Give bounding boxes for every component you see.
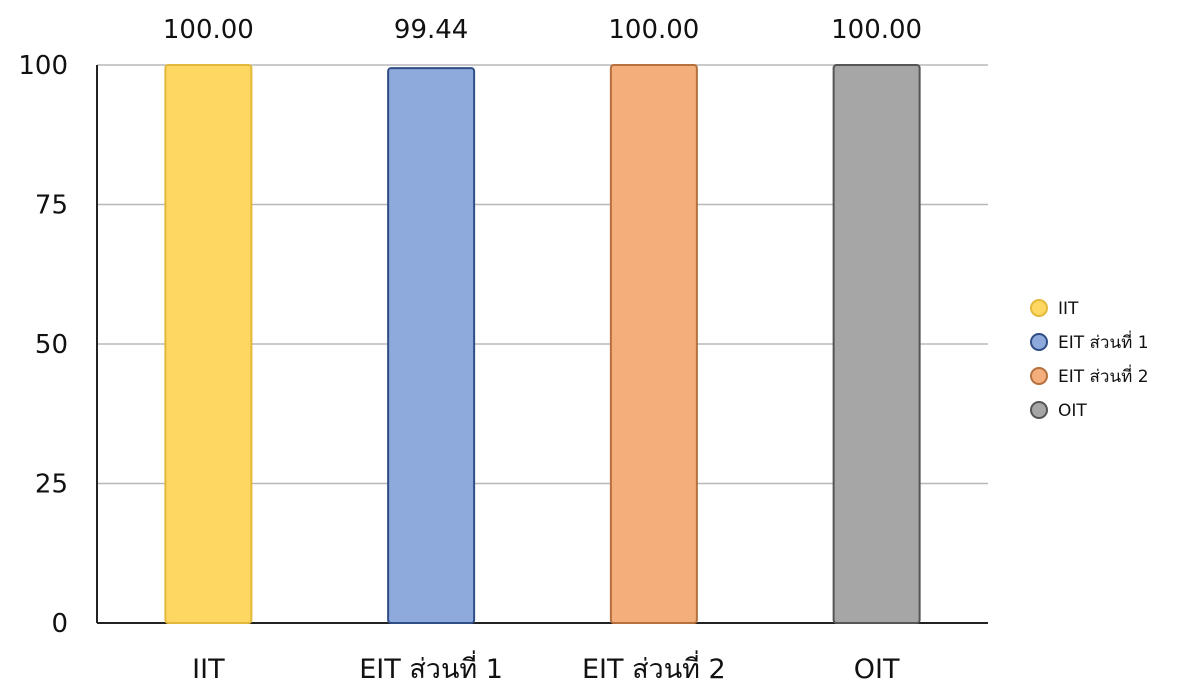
x-category-label: EIT ส่วนที่ 2 <box>582 650 726 685</box>
legend-marker <box>1031 334 1047 350</box>
y-tick-label: 0 <box>51 609 68 639</box>
y-axis-ticks: 0 25 50 75 100 <box>18 51 68 639</box>
legend: IIT EIT ส่วนที่ 1 EIT ส่วนที่ 2 OIT <box>1031 299 1149 421</box>
x-category-label: IIT <box>192 654 225 685</box>
legend-marker <box>1031 300 1047 316</box>
bar <box>165 65 251 623</box>
y-tick-label: 50 <box>35 330 68 360</box>
bar <box>834 65 920 623</box>
legend-label: EIT ส่วนที่ 2 <box>1058 364 1149 387</box>
legend-label: EIT ส่วนที่ 1 <box>1058 330 1149 353</box>
data-label: 99.44 <box>394 15 468 45</box>
x-category-label: OIT <box>854 654 900 685</box>
data-label: 100.00 <box>608 15 699 45</box>
legend-marker <box>1031 368 1047 384</box>
data-label: 100.00 <box>831 15 922 45</box>
x-category-label: EIT ส่วนที่ 1 <box>359 650 503 685</box>
legend-label: IIT <box>1058 299 1079 319</box>
bar <box>611 65 697 623</box>
legend-label: OIT <box>1058 401 1087 421</box>
category-labels: IIT EIT ส่วนที่ 1 EIT ส่วนที่ 2 OIT <box>192 650 900 685</box>
legend-marker <box>1031 402 1047 418</box>
data-label: 100.00 <box>163 15 254 45</box>
y-tick-label: 100 <box>18 51 68 81</box>
data-labels: 100.00 99.44 100.00 100.00 <box>163 15 922 45</box>
y-tick-label: 75 <box>35 191 68 221</box>
bar <box>388 68 474 623</box>
y-tick-label: 25 <box>35 470 68 500</box>
